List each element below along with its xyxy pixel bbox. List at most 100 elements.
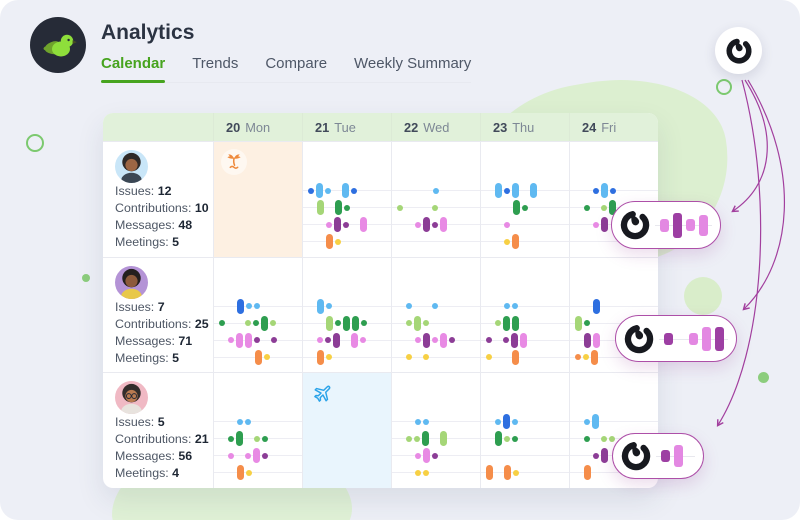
activity-dot xyxy=(601,204,607,211)
tab-compare[interactable]: Compare xyxy=(265,55,328,72)
lane-spacer xyxy=(495,472,502,473)
activity-dot xyxy=(495,320,501,327)
calendar-day-cell[interactable] xyxy=(480,372,569,488)
stat-line: Messages: 56 xyxy=(115,448,207,465)
activity-summary-badge[interactable] xyxy=(611,201,721,249)
calendar-day-cell[interactable] xyxy=(302,141,391,257)
activity-lane-contributions xyxy=(392,430,480,447)
activity-dot xyxy=(522,204,528,211)
lane-spacer xyxy=(397,340,404,341)
lane-spacer xyxy=(486,241,493,242)
lane-spacer xyxy=(219,340,226,341)
tab-calendar[interactable]: Calendar xyxy=(101,55,166,83)
calendar-day-cell[interactable] xyxy=(391,372,480,488)
lane-spacer xyxy=(406,472,413,473)
calendar-day-cell[interactable] xyxy=(480,141,569,257)
green-dot-decoration xyxy=(82,274,90,282)
lane-spacer xyxy=(246,357,253,358)
day-header-cell: 21 Tue xyxy=(302,113,391,141)
day-header-cell: 24 Fri xyxy=(569,113,658,141)
bird-logo xyxy=(30,17,86,73)
lane-spacer xyxy=(414,207,421,208)
calendar-day-cell[interactable] xyxy=(213,141,302,257)
activity-lane-contributions xyxy=(214,430,302,447)
activity-dot xyxy=(415,469,421,476)
activity-pill xyxy=(511,332,518,348)
activity-pill xyxy=(503,414,510,430)
activity-dot xyxy=(432,452,438,459)
avatar xyxy=(115,381,207,415)
calendar-day-cell[interactable] xyxy=(391,141,480,257)
activity-pill xyxy=(512,315,519,331)
mini-bar xyxy=(660,218,669,232)
stat-line: Issues: 7 xyxy=(115,299,207,316)
lane-spacer xyxy=(575,306,582,307)
lane-spacer xyxy=(584,224,591,225)
activity-pill xyxy=(512,349,519,365)
activity-dot xyxy=(414,435,420,442)
lane-spacer xyxy=(308,340,315,341)
activity-lanes xyxy=(303,298,391,366)
lane-spacer xyxy=(494,357,501,358)
activity-pill xyxy=(592,414,599,430)
lane-spacer xyxy=(228,421,235,422)
activity-pill xyxy=(512,234,519,249)
lane-spacer xyxy=(575,472,582,473)
activity-dot xyxy=(245,320,251,327)
stat-label: Meetings: xyxy=(115,466,173,481)
lane-spacer xyxy=(308,207,315,208)
lane-spacer xyxy=(317,224,324,225)
calendar-day-cell[interactable] xyxy=(391,256,480,373)
stat-line: Meetings: 5 xyxy=(115,350,207,367)
day-header-cell: 23 Thu xyxy=(480,113,569,141)
activity-lane-messages xyxy=(481,447,569,464)
activity-dot xyxy=(325,187,331,194)
day-name: Tue xyxy=(334,119,356,135)
activity-lane-contributions xyxy=(481,430,569,447)
activity-pill xyxy=(245,332,252,348)
activity-summary-badge[interactable] xyxy=(615,315,737,362)
activity-dot xyxy=(262,452,268,459)
activity-dot xyxy=(609,435,615,442)
lane-spacer xyxy=(486,438,493,439)
lane-spacer xyxy=(504,207,511,208)
lane-spacer xyxy=(262,340,269,341)
activity-pill xyxy=(512,183,519,198)
calendar-day-cell[interactable] xyxy=(302,372,391,488)
day-name: Fri xyxy=(601,119,617,135)
app-logo-button[interactable] xyxy=(715,27,762,74)
calendar-day-cell[interactable] xyxy=(302,256,391,373)
activity-lane-contributions xyxy=(392,315,480,332)
activity-lane-meetings xyxy=(481,349,569,366)
calendar-day-cell[interactable] xyxy=(569,256,658,373)
activity-lane-meetings xyxy=(481,233,569,250)
lane-spacer xyxy=(236,455,243,456)
calendar-day-cell[interactable] xyxy=(213,372,302,488)
stat-label: Meetings: xyxy=(115,235,173,249)
mini-bar xyxy=(661,450,670,462)
activity-dot xyxy=(593,452,599,459)
activity-lanes xyxy=(392,182,480,250)
lane-spacer xyxy=(495,306,502,307)
activity-dot xyxy=(575,354,581,361)
activity-pill xyxy=(591,349,598,365)
calendar-day-cell[interactable] xyxy=(480,256,569,373)
day-number: 22 xyxy=(404,119,419,135)
lane-spacer xyxy=(575,190,582,191)
activity-lane-messages xyxy=(570,332,658,349)
activity-lane-issues xyxy=(481,298,569,315)
tab-trends[interactable]: Trends xyxy=(192,55,239,72)
activity-dot xyxy=(271,337,277,344)
green-dot-decoration xyxy=(758,372,769,383)
member-cell: Issues: 5 Contributions: 21 Messages: 56 Me… xyxy=(103,372,213,488)
activity-pill xyxy=(495,431,502,447)
tab-weekly-summary[interactable]: Weekly Summary xyxy=(354,55,472,72)
activity-summary-badge[interactable] xyxy=(612,433,704,479)
calendar-day-cell[interactable] xyxy=(213,256,302,373)
mattermost-logo-icon xyxy=(622,322,656,356)
activity-dot xyxy=(415,221,421,228)
stat-line: Contributions: 21 xyxy=(115,431,209,448)
lane-spacer xyxy=(575,340,582,341)
lane-spacer xyxy=(486,306,493,307)
activity-pill xyxy=(237,465,244,481)
